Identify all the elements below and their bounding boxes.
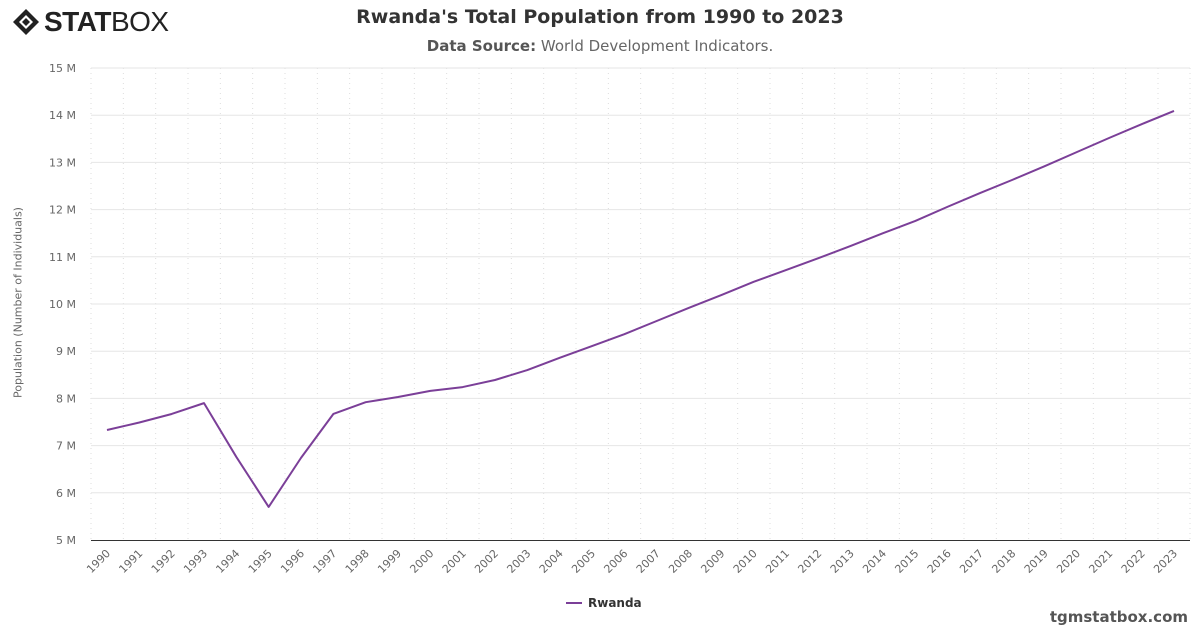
x-tick-label: 1993: [181, 547, 210, 576]
y-tick-label: 15 M: [49, 62, 76, 75]
y-tick-label: 12 M: [49, 204, 76, 217]
x-tick-label: 1999: [375, 547, 404, 576]
x-tick-label: 1996: [278, 547, 307, 576]
y-tick-label: 7 M: [56, 440, 76, 453]
x-tick-label: 2003: [504, 547, 533, 576]
x-tick-label: 2008: [666, 547, 695, 576]
y-tick-label: 10 M: [49, 298, 76, 311]
x-tick-label: 1995: [246, 547, 275, 576]
y-tick-label: 11 M: [49, 251, 76, 264]
y-tick-label: 5 M: [56, 534, 76, 547]
x-tick-label: 1991: [116, 547, 145, 576]
x-tick-label: 2002: [472, 547, 501, 576]
legend-label: Rwanda: [588, 596, 642, 610]
x-tick-label: 2023: [1151, 547, 1180, 576]
legend-swatch: [566, 602, 582, 604]
x-tick-label: 1990: [84, 547, 113, 576]
x-tick-label: 2004: [537, 547, 566, 576]
chart-title: Rwanda's Total Population from 1990 to 2…: [356, 6, 844, 28]
x-tick-label: 2010: [731, 547, 760, 576]
y-tick-label: 6 M: [56, 487, 76, 500]
x-tick-label: 2006: [601, 547, 630, 576]
x-tick-label: 2017: [957, 547, 986, 576]
x-tick-label: 2019: [1022, 547, 1051, 576]
x-tick-label: 2007: [634, 547, 663, 576]
legend-item-rwanda[interactable]: Rwanda: [566, 596, 642, 610]
x-tick-label: 2016: [925, 547, 954, 576]
x-tick-label: 1994: [213, 547, 242, 576]
site-credit: tgmstatbox.com: [1049, 608, 1188, 626]
x-tick-label: 2015: [892, 547, 921, 576]
chart-subtitle: Data Source: World Development Indicator…: [426, 37, 774, 55]
x-tick-label: 2022: [1119, 547, 1148, 576]
x-tick-label: 2013: [828, 547, 857, 576]
y-tick-label: 14 M: [49, 109, 76, 122]
x-tick-label: 1998: [343, 547, 372, 576]
x-tick-label: 2011: [763, 547, 792, 576]
x-tick-label: 2005: [569, 547, 598, 576]
x-tick-label: 2018: [989, 547, 1018, 576]
x-tick-label: 2009: [698, 547, 727, 576]
x-tick-label: 1997: [310, 547, 339, 576]
x-tick-label: 2020: [1054, 547, 1083, 576]
statbox-logo: STATBOX: [12, 6, 169, 38]
y-tick-label: 13 M: [49, 156, 76, 169]
x-tick-label: 2001: [440, 547, 469, 576]
x-tick-label: 2012: [795, 547, 824, 576]
y-tick-label: 9 M: [56, 345, 76, 358]
logo-text: STATBOX: [44, 6, 169, 37]
y-tick-label: 8 M: [56, 392, 76, 405]
x-tick-label: 2021: [1086, 547, 1115, 576]
x-tick-label: 1992: [149, 547, 178, 576]
series-line-rwanda: [106, 110, 1175, 508]
x-tick-label: 2014: [860, 547, 889, 576]
x-tick-label: 2000: [407, 547, 436, 576]
diamond-logo-icon: [13, 9, 39, 35]
